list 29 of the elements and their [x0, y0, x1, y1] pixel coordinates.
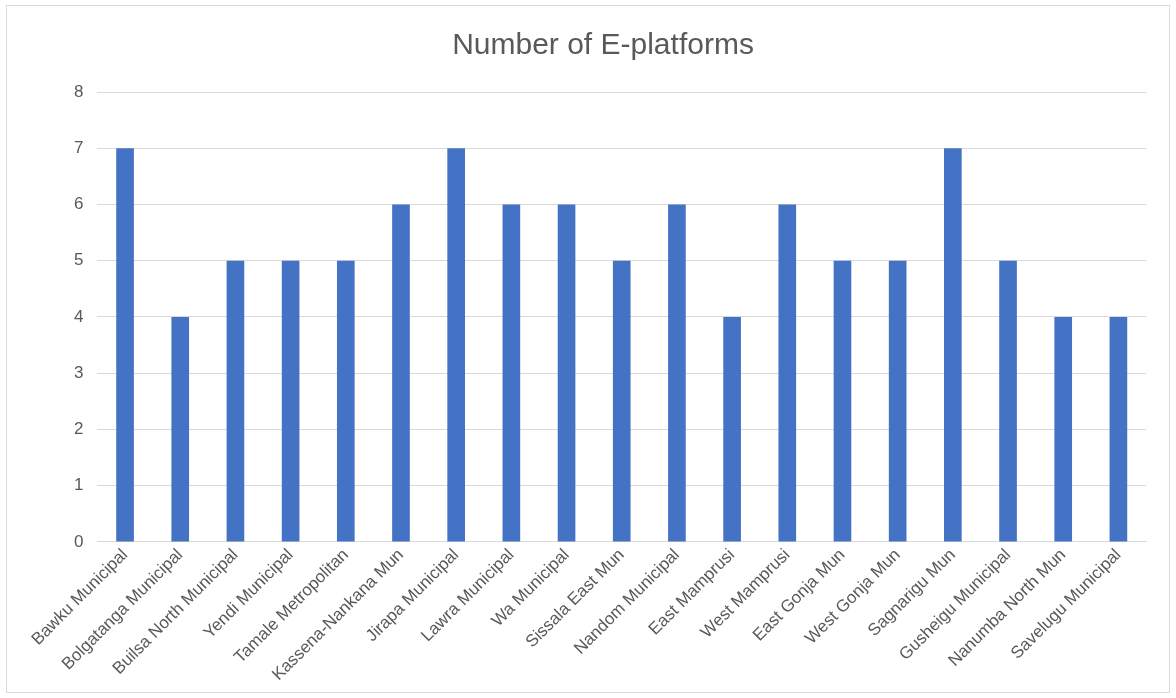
- bar: [1109, 316, 1128, 542]
- bar: [502, 204, 521, 542]
- bar: [668, 204, 686, 542]
- chart-title: Number of E-platforms: [452, 27, 754, 61]
- y-tick-label: 1: [73, 475, 84, 495]
- bar: [944, 148, 962, 542]
- bar: [392, 204, 410, 542]
- y-tick-label: 0: [73, 531, 84, 551]
- y-tick-label: 6: [73, 194, 84, 214]
- bar: [281, 260, 300, 542]
- y-tick-label: 5: [73, 250, 84, 270]
- bar: [833, 260, 852, 542]
- y-tick-label: 7: [73, 137, 84, 157]
- bar: [1054, 316, 1073, 542]
- bar: [336, 260, 355, 542]
- y-tick-label: 4: [73, 306, 84, 326]
- bar: [888, 260, 907, 542]
- bar: [999, 260, 1017, 542]
- y-tick-label: 3: [73, 362, 84, 382]
- y-tick-label: 2: [73, 419, 84, 439]
- bar: [226, 260, 245, 542]
- y-tick-label: 8: [73, 81, 84, 101]
- bar: [116, 148, 134, 542]
- bar: [447, 148, 465, 542]
- bar: [171, 316, 190, 542]
- bar: [557, 204, 576, 542]
- bar: [723, 316, 741, 542]
- bar: [612, 260, 631, 542]
- bar: [778, 204, 797, 542]
